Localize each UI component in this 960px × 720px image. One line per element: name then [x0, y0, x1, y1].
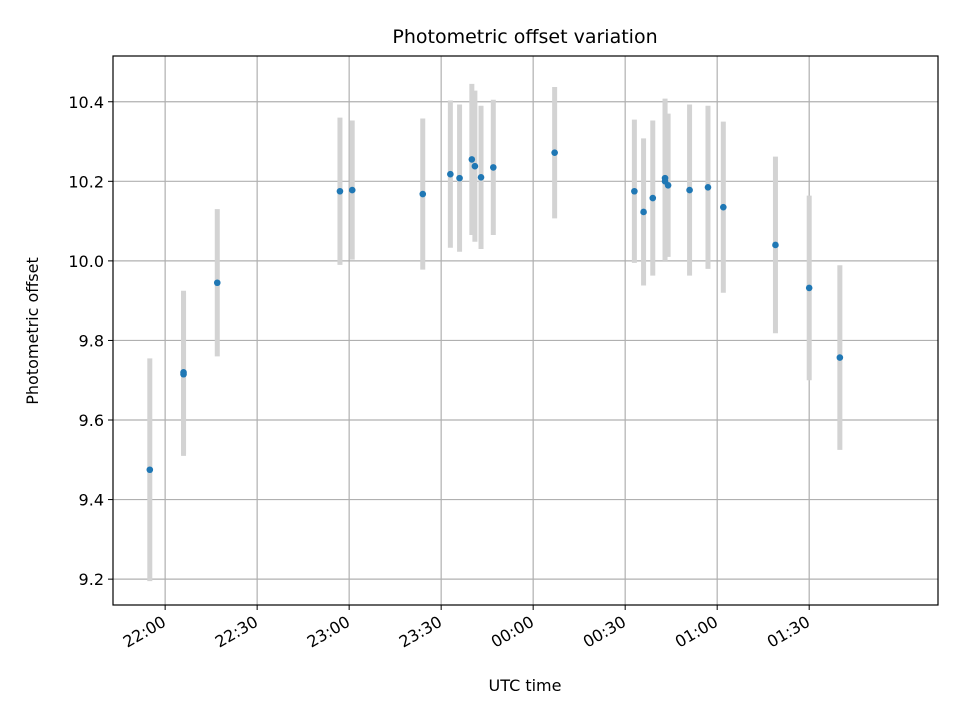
- data-point: [631, 187, 638, 195]
- data-points: [146, 149, 844, 474]
- data-point: [336, 187, 344, 195]
- data-point: [836, 354, 844, 361]
- y-tick-label: 10.0: [68, 252, 104, 271]
- axes-frame: [112, 55, 939, 606]
- data-point: [772, 241, 779, 249]
- x-tick-label: 22:30: [212, 612, 261, 652]
- x-tick-label: 22:00: [120, 612, 169, 652]
- data-point: [661, 174, 669, 182]
- x-tick-label: 00:00: [488, 612, 537, 652]
- data-point: [489, 164, 497, 171]
- y-tick-label: 9.8: [79, 331, 104, 350]
- data-point: [348, 186, 356, 194]
- data-point: [213, 279, 221, 287]
- data-point: [551, 149, 558, 156]
- x-tick-label: 00:30: [580, 612, 629, 652]
- data-point: [704, 183, 712, 191]
- x-axis-label: UTC time: [489, 676, 562, 695]
- data-point: [468, 156, 476, 163]
- y-tick-label: 9.2: [79, 570, 104, 589]
- x-tick-label: 23:30: [396, 612, 445, 652]
- data-point: [664, 181, 672, 189]
- x-tick-label: 01:30: [764, 612, 813, 652]
- error-bars: [147, 83, 843, 582]
- data-point: [180, 368, 187, 376]
- x-tick-label: 01:00: [672, 612, 721, 652]
- y-tick-label: 10.4: [68, 93, 104, 112]
- data-point: [471, 162, 479, 170]
- y-tick-label: 9.4: [79, 491, 104, 510]
- y-axis-label: Photometric offset: [23, 257, 42, 405]
- data-point: [419, 190, 427, 198]
- data-point: [146, 466, 154, 474]
- data-point: [686, 186, 693, 194]
- data-point: [456, 174, 463, 182]
- data-point: [720, 203, 727, 211]
- data-point: [640, 208, 647, 216]
- y-axis-ticks: 9.2 9.4 9.6 9.8 10.0 10.2 10.4: [68, 93, 113, 589]
- grid: [113, 56, 938, 605]
- y-tick-label: 10.2: [68, 172, 104, 191]
- y-tick-label: 9.6: [79, 411, 104, 430]
- data-point: [805, 284, 813, 292]
- data-point: [649, 194, 657, 202]
- data-point: [447, 170, 454, 178]
- chart-title: Photometric offset variation: [392, 26, 657, 48]
- x-axis-ticks: 22:00 22:30 23:00 23:30 00:00 00:30 01:00 01:30: [120, 605, 813, 652]
- x-tick-label: 23:00: [304, 612, 353, 652]
- data-point: [477, 174, 485, 181]
